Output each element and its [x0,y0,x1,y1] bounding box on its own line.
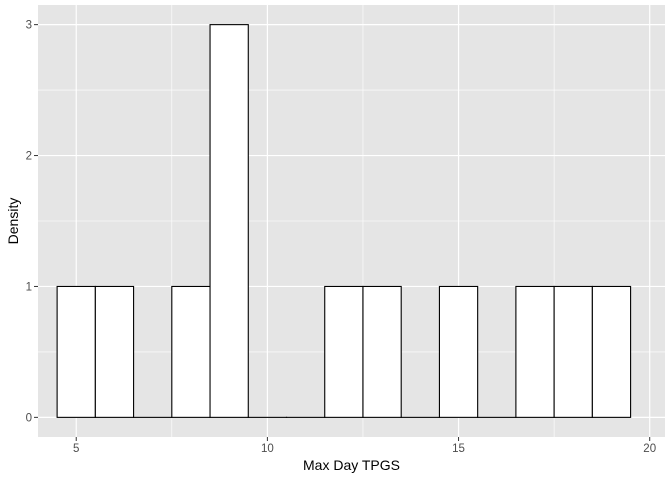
x-axis-ticks: 5 10 15 20 [73,437,656,455]
x-tick-label: 20 [643,443,656,455]
histogram-bar [210,25,248,418]
histogram-bar [554,286,592,417]
y-tick-label: 0 [26,412,32,424]
histogram-bar [325,286,363,417]
histogram-bar [592,286,630,417]
histogram-bar [57,286,95,417]
y-axis-ticks: 0 1 2 3 [26,20,38,425]
y-tick-label: 3 [26,20,32,32]
x-tick-label: 10 [261,443,274,455]
y-axis-title: Density [5,198,21,245]
x-tick-label: 5 [73,443,79,455]
y-tick-label: 1 [26,281,32,293]
histogram-bar [95,286,133,417]
histogram-bar [439,286,477,417]
histogram-bar [363,286,401,417]
y-tick-label: 2 [26,151,32,163]
histogram-bar [516,286,554,417]
histogram-bar [172,286,210,417]
x-tick-label: 15 [452,443,465,455]
x-axis-title: Max Day TPGS [303,457,400,473]
